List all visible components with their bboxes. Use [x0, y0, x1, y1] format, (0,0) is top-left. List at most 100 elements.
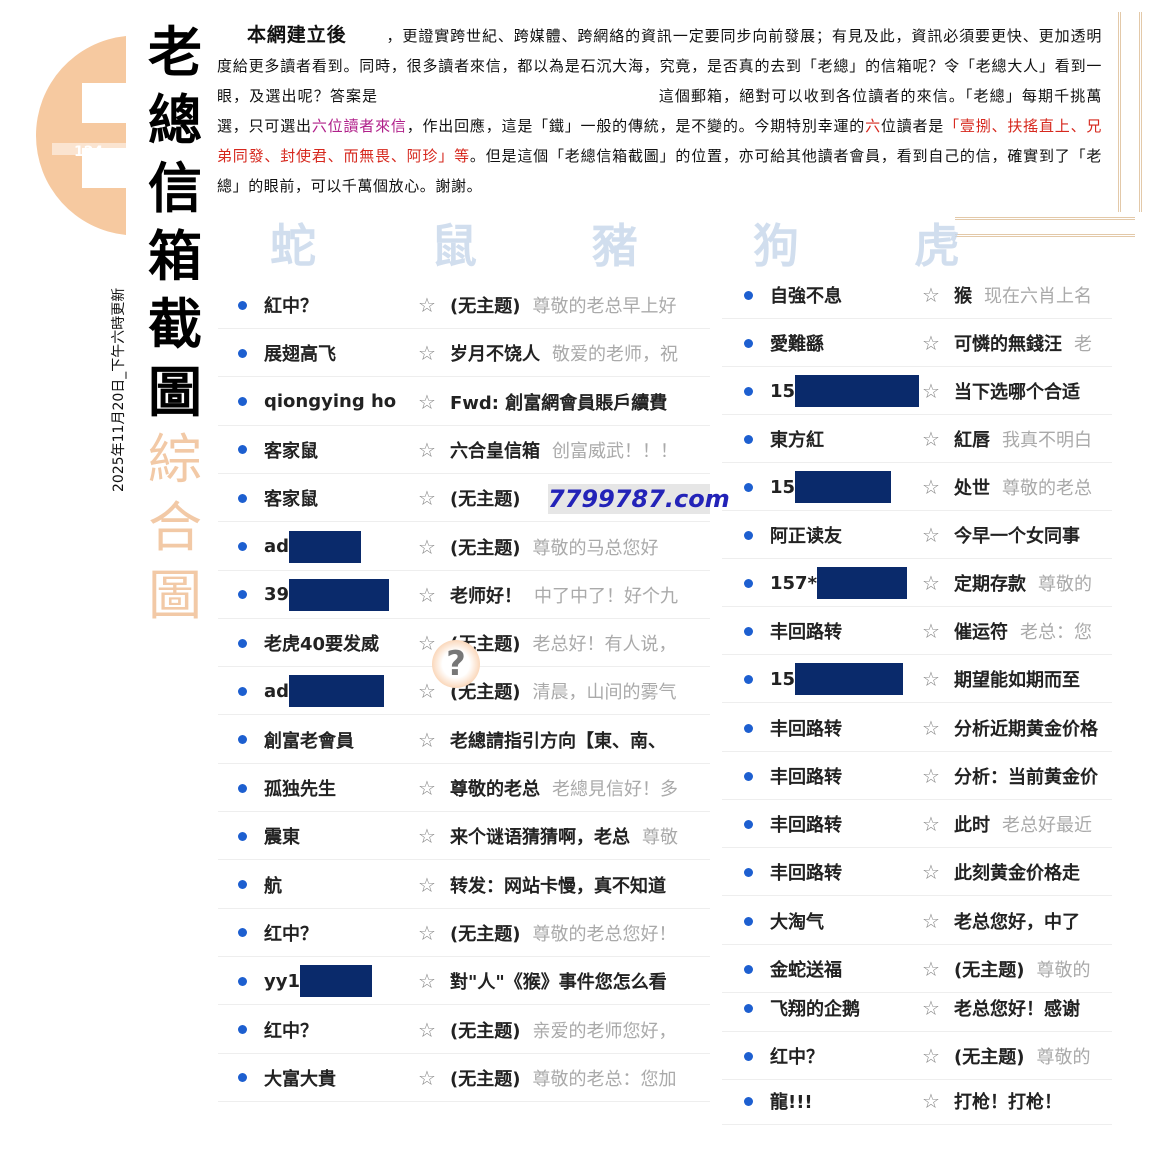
star-icon[interactable]: ☆ [418, 582, 436, 607]
mail-row[interactable]: 金蛇送福 ☆ (无主题) 尊敬的 [722, 946, 1112, 993]
mail-subject: 当下选哪个合适 [954, 378, 1080, 404]
mail-row[interactable]: 孤独先生 ☆ 尊敬的老总 老總見信好！多 [218, 765, 710, 812]
mail-row[interactable]: 丰回路转 ☆ 此刻黄金价格走 [722, 849, 1112, 896]
mail-row[interactable]: 紅中？ ☆ (无主题) 尊敬的老总早上好 [218, 282, 710, 329]
subject-text: (无主题) [450, 1068, 521, 1090]
mail-row[interactable]: 震東 ☆ 来个谜语猜猜啊，老总 尊敬 [218, 813, 710, 861]
star-icon[interactable]: ☆ [418, 1017, 436, 1042]
mail-row[interactable]: ad ☆ (无主题) 尊敬的马总您好 [218, 524, 710, 571]
subject-text: 猴 [954, 286, 972, 307]
star-icon[interactable]: ☆ [922, 1089, 940, 1113]
mail-list-left: 紅中？ ☆ (无主题) 尊敬的老总早上好 展翅高飞 ☆ 岁月不饶人 敬爱的老师，祝 qiongy… [218, 282, 710, 1102]
mail-row[interactable]: 红中？ ☆ (无主题) 亲爱的老师您好， [218, 1007, 710, 1054]
star-icon[interactable]: ☆ [922, 523, 940, 547]
mail-row[interactable]: 157* ☆ 定期存款 尊敬的 [722, 560, 1112, 607]
mail-row[interactable]: yy1 ☆ 對"人"《猴》事件您怎么看 [218, 958, 710, 1006]
title-char: 總 [148, 88, 202, 152]
mail-subject: (无主题) 尊敬的 [954, 1043, 1090, 1069]
mail-row[interactable]: 丰回路转 ☆ 此时 老总好最近 [722, 801, 1112, 848]
sender-name: 創富老會員 [264, 727, 354, 753]
star-icon[interactable]: ☆ [418, 631, 436, 656]
star-icon[interactable]: ☆ [922, 283, 940, 307]
star-icon[interactable]: ☆ [922, 379, 940, 403]
star-icon[interactable]: ☆ [922, 957, 940, 981]
star-icon[interactable]: ☆ [418, 920, 436, 945]
star-icon[interactable]: ☆ [418, 534, 436, 559]
mail-subject: 可憐的無錢汪老 [954, 330, 1092, 356]
star-icon[interactable]: ☆ [922, 619, 940, 643]
star-icon[interactable]: ☆ [922, 996, 940, 1020]
star-icon[interactable]: ☆ [922, 764, 940, 788]
mail-row[interactable]: 客家鼠 ☆ (无主题) [218, 475, 710, 523]
subject-text: 定期存款 [954, 574, 1026, 595]
redacted-block [289, 578, 390, 611]
help-icon[interactable]: ? [432, 640, 480, 688]
mail-row[interactable]: 大淘气 ☆ 老总您好，中了 [722, 898, 1112, 945]
mail-row[interactable]: 愛難繇 ☆ 可憐的無錢汪老 [722, 320, 1112, 367]
intro-highlight: 六位讀者來信 [311, 117, 407, 135]
subject-text: 六合皇信箱 [450, 440, 540, 462]
star-icon[interactable]: ☆ [418, 969, 436, 994]
mail-row[interactable]: 15 ☆ 当下选哪个合适 [722, 368, 1112, 415]
star-icon[interactable]: ☆ [922, 812, 940, 836]
mail-row[interactable]: 老虎40要发威 ☆ (无主题) 老总好！有人说， [218, 620, 710, 668]
mail-row[interactable]: 红中？ ☆ (无主题) 尊敬的老总您好！ [218, 910, 710, 957]
mail-row[interactable]: 飞翔的企鹅 ☆ 老总您好！感谢 [722, 985, 1112, 1032]
mail-row[interactable]: 創富老會員 ☆ 老總請指引方向【東、南、 [218, 717, 710, 764]
mail-row[interactable]: 大富大貴 ☆ (无主题) 尊敬的老总：您加 [218, 1055, 710, 1102]
mail-row[interactable]: 15 ☆ 期望能如期而至 [722, 656, 1112, 703]
star-icon[interactable]: ☆ [418, 293, 436, 317]
star-icon[interactable]: ☆ [922, 1044, 940, 1068]
mail-row[interactable]: 龍!!! ☆ 打枪！打枪！ [722, 1078, 1112, 1125]
mail-row[interactable]: 展翅高飞 ☆ 岁月不饶人 敬爱的老师，祝 [218, 330, 710, 378]
sender-name: 丰回路转 [770, 715, 842, 741]
mail-row[interactable]: 自強不息 ☆ 猴现在六肖上名 [722, 272, 1112, 319]
star-icon[interactable]: ☆ [418, 776, 436, 800]
star-icon[interactable]: ☆ [922, 331, 940, 355]
mail-row[interactable]: 39 ☆ 老师好！ 中了中了！好个九 [218, 572, 710, 619]
star-icon[interactable]: ☆ [418, 389, 436, 414]
mail-subject: 今早一个女同事 [954, 522, 1080, 548]
star-icon[interactable]: ☆ [922, 860, 940, 884]
star-icon[interactable]: ☆ [922, 909, 940, 933]
mail-row[interactable]: 客家鼠 ☆ 六合皇信箱 创富威武！！！ [218, 427, 710, 474]
unread-dot-icon [238, 686, 247, 696]
sender-name: 丰回路转 [770, 763, 842, 789]
star-icon[interactable]: ☆ [418, 727, 436, 752]
star-icon[interactable]: ☆ [418, 437, 436, 462]
mail-row[interactable]: 丰回路转 ☆ 分析：当前黄金价 [722, 753, 1112, 800]
mail-row[interactable]: 15 ☆ 处世 尊敬的老总 [722, 464, 1112, 511]
sender-name: 愛難繇 [770, 330, 824, 356]
mail-preview: 尊敬的老总 [1002, 478, 1092, 499]
star-icon[interactable]: ☆ [418, 679, 436, 704]
mail-row[interactable]: 丰回路转 ☆ 催运符 老总：您 [722, 608, 1112, 655]
star-icon[interactable]: ☆ [922, 667, 940, 691]
mail-row[interactable]: 航 ☆ 转发：网站卡慢，真不知道 [218, 862, 710, 909]
star-icon[interactable]: ☆ [922, 571, 940, 595]
mail-preview: 尊敬的老总您好！ [532, 923, 677, 945]
star-icon[interactable]: ☆ [418, 486, 436, 511]
mail-preview: 老 [1074, 334, 1092, 355]
subject-text: 打枪！打枪！ [954, 1092, 1062, 1113]
mail-row[interactable]: 丰回路转 ☆ 分析近期黄金价格 [722, 705, 1112, 752]
unread-dot-icon [238, 493, 247, 503]
star-icon[interactable]: ☆ [922, 427, 940, 451]
sender-text: 航 [264, 875, 282, 897]
mail-subject: (无主题) 老总好！有人说， [450, 630, 676, 656]
mail-row[interactable]: 阿正读友 ☆ 今早一个女同事 [722, 512, 1112, 559]
title-char: 老 [148, 20, 202, 84]
intro-paragraph: 本網建立後 ，更證實跨世紀、跨媒體、跨網絡的資訊一定要同步向前發展；有見及此，資訊… [217, 20, 1102, 201]
mail-row[interactable]: 東方紅 ☆ 紅唇 我真不明白 [722, 416, 1112, 463]
star-icon[interactable]: ☆ [418, 872, 436, 897]
star-icon[interactable]: ☆ [922, 716, 940, 740]
sender-text: 東方紅 [770, 430, 824, 451]
mail-row[interactable]: 红中？ ☆ (无主题) 尊敬的 [722, 1033, 1112, 1080]
subject-text: (无主题) [450, 923, 521, 945]
star-icon[interactable]: ☆ [418, 824, 436, 849]
star-icon[interactable]: ☆ [418, 1065, 436, 1090]
star-icon[interactable]: ☆ [418, 341, 436, 366]
sender-name: 丰回路转 [770, 618, 842, 644]
star-icon[interactable]: ☆ [922, 475, 940, 499]
mail-row[interactable]: ad ☆ (无主题) 清晨，山间的雾气 [218, 668, 710, 716]
mail-row[interactable]: qiongying ho ☆ Fwd: 創富網會員賬戶續費 [218, 379, 710, 426]
